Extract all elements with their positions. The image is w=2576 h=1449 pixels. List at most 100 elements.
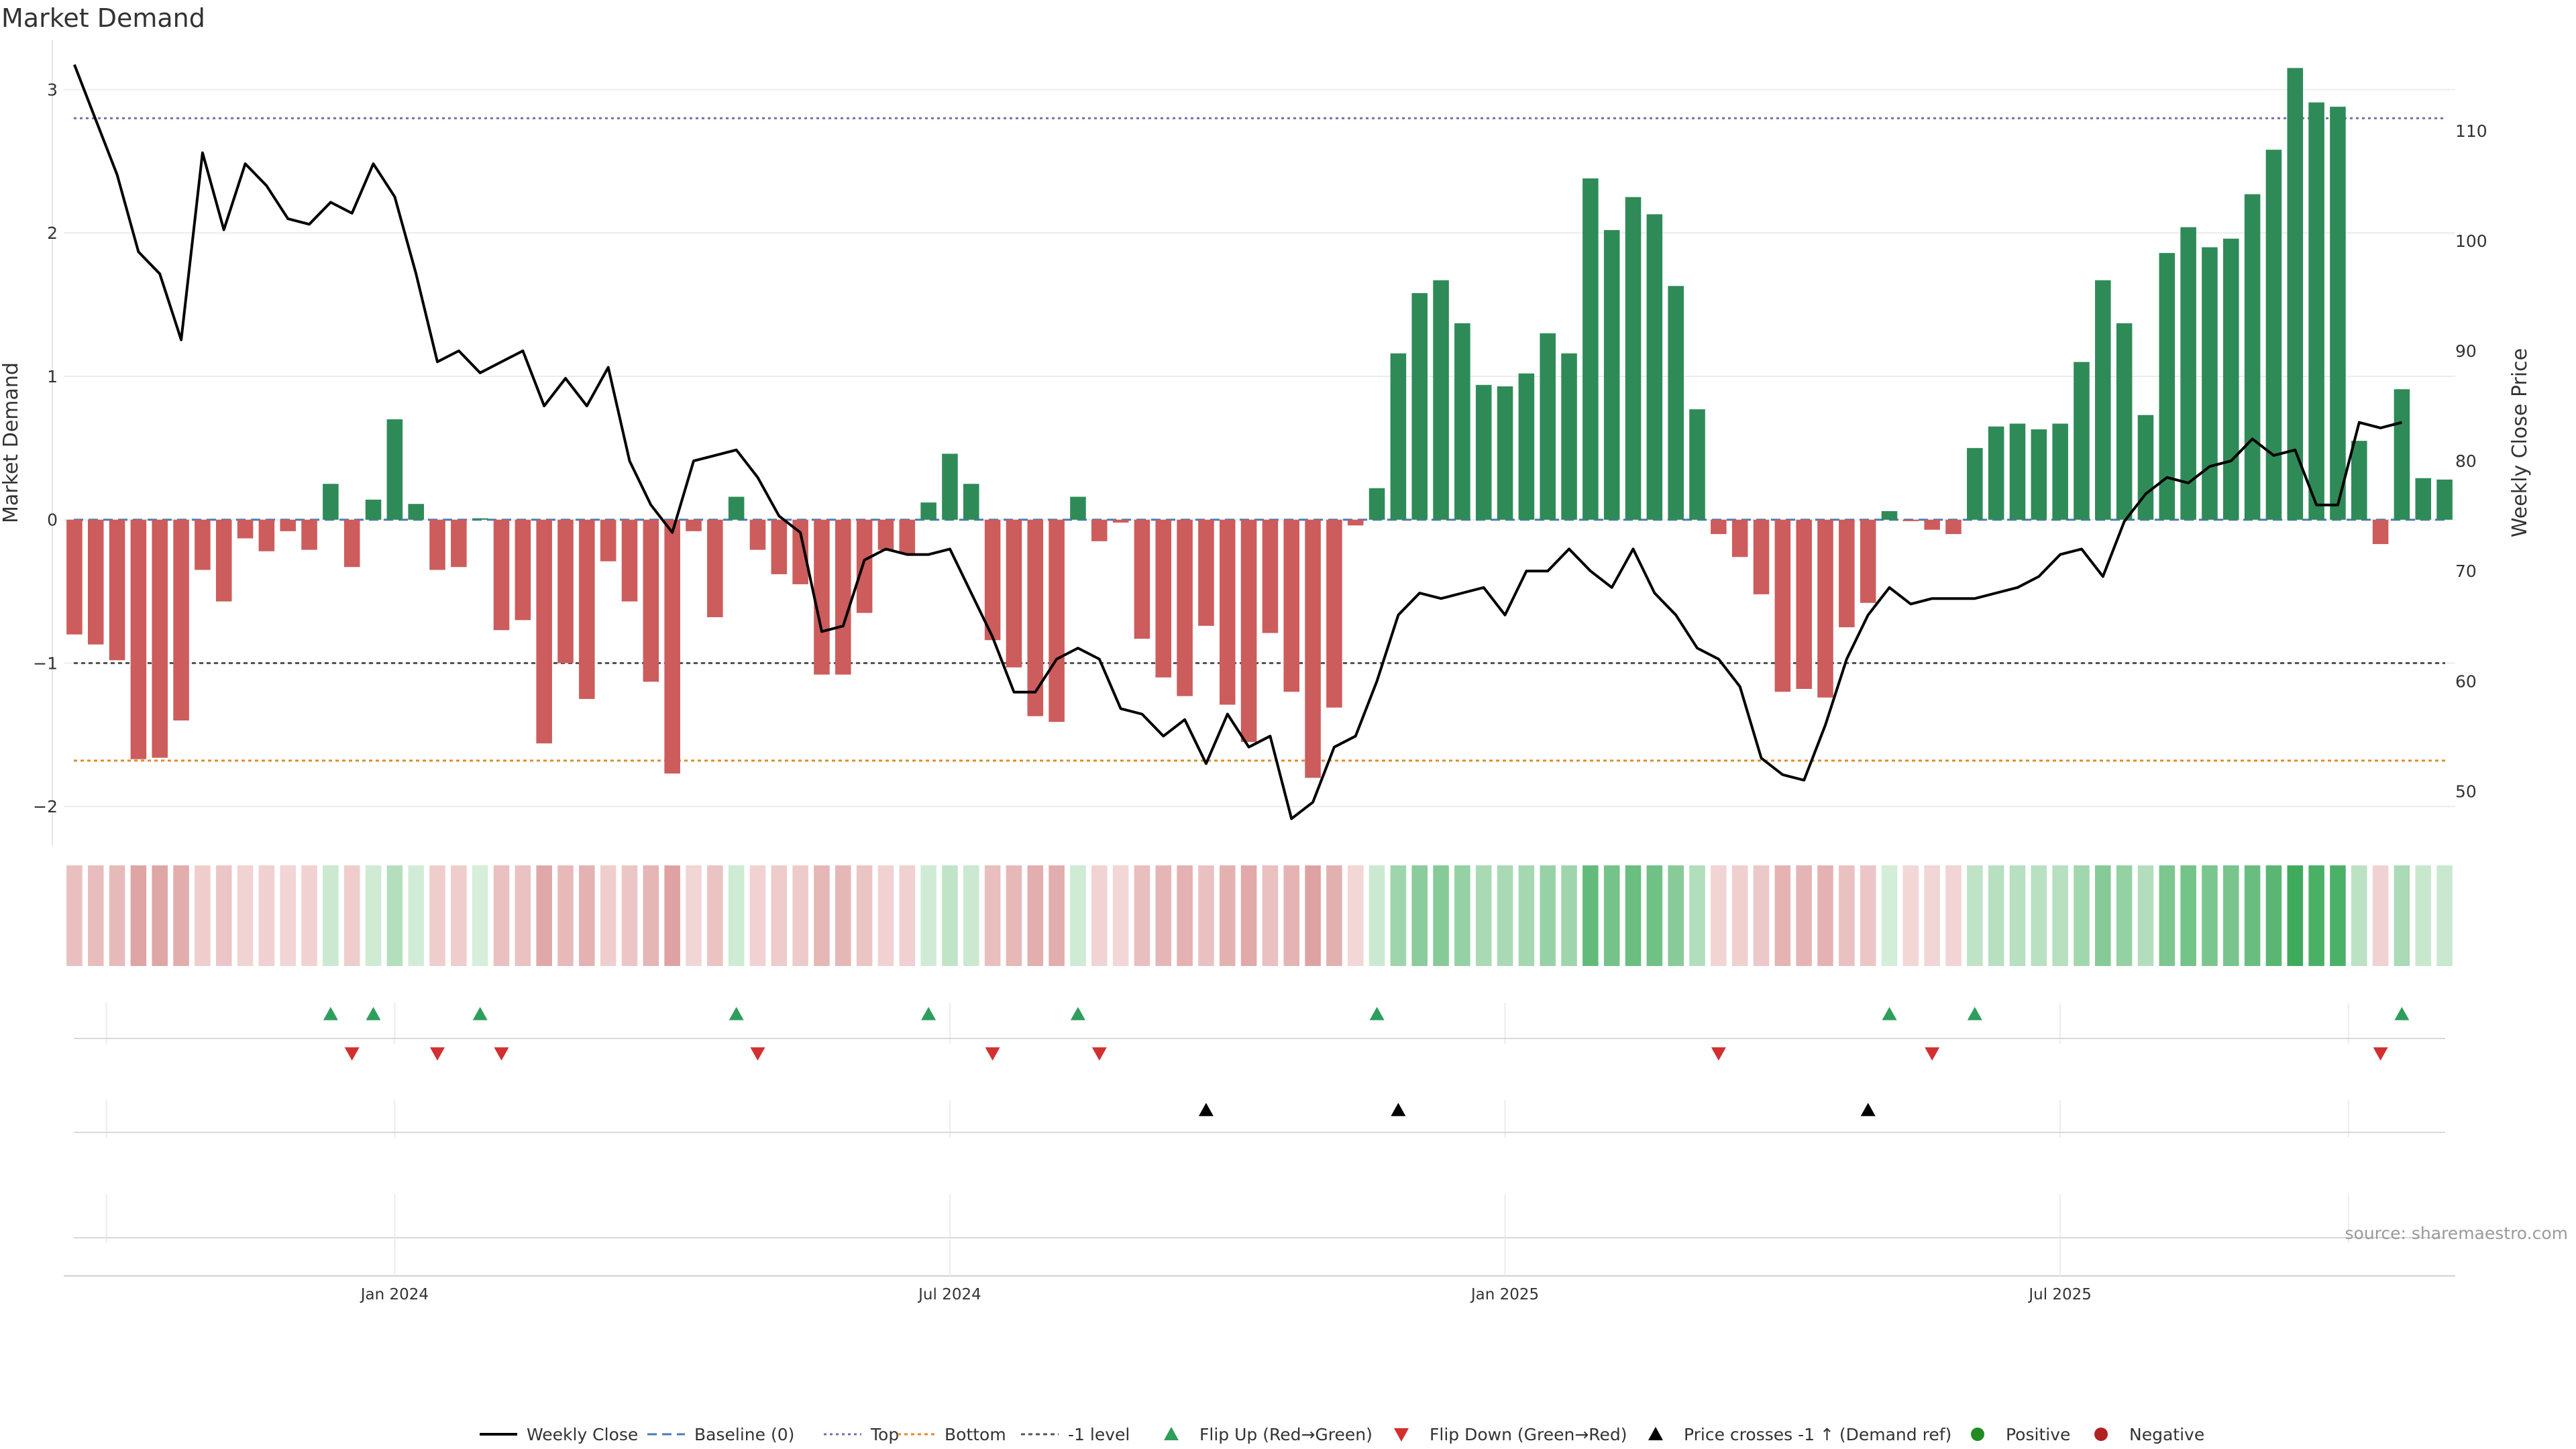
price-cross-marker bbox=[1860, 1103, 1876, 1116]
demand-bar bbox=[1091, 519, 1108, 541]
heat-cell bbox=[1070, 865, 1086, 966]
heat-cell bbox=[1198, 865, 1214, 966]
legend-swatch-positive bbox=[1971, 1428, 1984, 1441]
flip-up-marker bbox=[1967, 1007, 1982, 1020]
demand-bar bbox=[1902, 519, 1919, 521]
legend-item: Baseline (0) bbox=[647, 1425, 794, 1444]
demand-bar bbox=[1305, 519, 1321, 778]
heat-cell bbox=[2180, 865, 2196, 966]
heat-cell bbox=[1390, 865, 1407, 966]
heat-cell bbox=[2223, 865, 2239, 966]
demand-bar bbox=[1540, 333, 1556, 520]
heat-cell bbox=[1433, 865, 1449, 966]
y-tick-label: 2 bbox=[47, 223, 58, 243]
y-tick-label: −1 bbox=[33, 653, 58, 673]
demand-bar bbox=[899, 519, 916, 555]
heat-cell bbox=[686, 865, 702, 966]
demand-bar bbox=[2137, 415, 2154, 520]
demand-bar bbox=[365, 499, 382, 520]
heat-cell bbox=[600, 865, 616, 966]
heat-cell bbox=[408, 865, 424, 966]
heat-cell bbox=[1305, 865, 1321, 966]
heat-cell bbox=[728, 865, 745, 966]
flip-up-marker bbox=[1882, 1007, 1897, 1020]
demand-bar bbox=[600, 519, 616, 561]
legend-item: -1 level bbox=[1021, 1425, 1130, 1444]
demand-bar bbox=[1881, 511, 1898, 520]
legend-item: Top bbox=[824, 1425, 899, 1444]
demand-bar bbox=[1753, 519, 1770, 594]
demand-bar bbox=[2031, 429, 2047, 520]
heat-cell bbox=[621, 865, 638, 966]
demand-bar bbox=[258, 519, 275, 551]
demand-bar bbox=[1988, 426, 2004, 520]
demand-bar bbox=[280, 519, 296, 531]
x-tick-label: Jul 2024 bbox=[917, 1286, 981, 1303]
demand-bar bbox=[1326, 519, 1342, 708]
demand-bar bbox=[2009, 423, 2026, 520]
heat-cell bbox=[899, 865, 916, 966]
y2-axis-ticks: 50 60 70 80 90 100 110 bbox=[2455, 121, 2487, 802]
weekly-close-line bbox=[73, 64, 2402, 820]
demand-bar bbox=[1497, 386, 1513, 520]
demand-bar bbox=[942, 453, 958, 520]
heat-cell bbox=[493, 865, 510, 966]
demand-bar bbox=[323, 484, 339, 520]
y-tick-label: 1 bbox=[47, 367, 58, 386]
demand-bar bbox=[1668, 286, 1684, 520]
legend-item: Weekly Close bbox=[480, 1425, 638, 1444]
heat-cell bbox=[963, 865, 979, 966]
heat-cell bbox=[1625, 865, 1642, 966]
flip-down-marker bbox=[750, 1047, 765, 1061]
x-tick-label: Jul 2025 bbox=[2027, 1286, 2092, 1303]
demand-bar bbox=[1689, 409, 1705, 520]
demand-bar bbox=[215, 519, 232, 602]
demand-bar bbox=[237, 519, 254, 539]
heat-cell bbox=[1711, 865, 1727, 966]
y2-tick-label: 90 bbox=[2455, 341, 2477, 361]
y2-tick-label: 80 bbox=[2455, 451, 2477, 471]
event-markers bbox=[64, 1003, 2455, 1277]
demand-bar bbox=[621, 519, 638, 602]
demand-bar bbox=[1347, 519, 1364, 526]
demand-bar bbox=[1967, 447, 1983, 520]
demand-bar bbox=[515, 519, 531, 621]
heat-cell bbox=[130, 865, 147, 966]
heat-cell bbox=[1796, 865, 1812, 966]
heat-cell bbox=[451, 865, 467, 966]
demand-bar bbox=[173, 519, 189, 720]
legend-label: Weekly Close bbox=[527, 1425, 638, 1444]
demand-bar bbox=[2372, 519, 2389, 545]
heat-cell bbox=[1582, 865, 1599, 966]
heat-cell bbox=[2074, 865, 2090, 966]
heat-cell bbox=[472, 865, 488, 966]
heat-cell bbox=[152, 865, 168, 966]
demand-bar bbox=[686, 519, 702, 531]
flip-up-marker bbox=[323, 1007, 338, 1020]
heat-cell bbox=[258, 865, 275, 966]
demand-bar bbox=[579, 519, 595, 699]
demand-bar bbox=[1240, 519, 1257, 743]
demand-bar bbox=[2180, 227, 2196, 520]
demand-bar bbox=[771, 519, 788, 574]
heat-cell bbox=[1177, 865, 1193, 966]
legend-label: -1 level bbox=[1068, 1425, 1130, 1444]
flip-up-marker bbox=[921, 1007, 936, 1020]
demand-bar bbox=[2330, 107, 2346, 520]
legend-item: Negative bbox=[2094, 1425, 2204, 1444]
y2-tick-label: 70 bbox=[2455, 561, 2477, 581]
heat-cell bbox=[2095, 865, 2111, 966]
heat-cell bbox=[814, 865, 830, 966]
heat-cell bbox=[280, 865, 296, 966]
demand-bar bbox=[2415, 478, 2432, 520]
demand-bar bbox=[643, 519, 659, 682]
demand-bar bbox=[1177, 519, 1193, 696]
heat-cell bbox=[237, 865, 254, 966]
heat-cell bbox=[1155, 865, 1172, 966]
heat-cell bbox=[1134, 865, 1150, 966]
heat-cell bbox=[343, 865, 360, 966]
heat-cell bbox=[1561, 865, 1577, 966]
heat-cell bbox=[557, 865, 574, 966]
price-cross-marker bbox=[1198, 1103, 1214, 1116]
demand-bar bbox=[1603, 229, 1620, 520]
